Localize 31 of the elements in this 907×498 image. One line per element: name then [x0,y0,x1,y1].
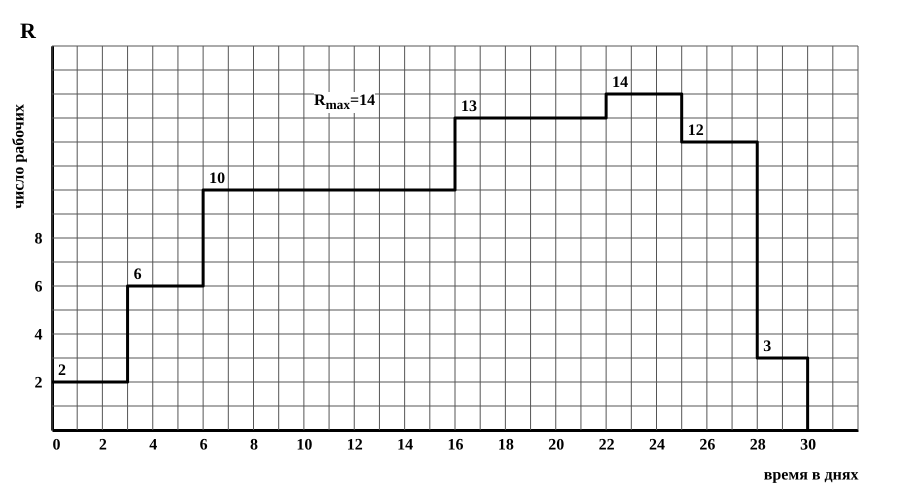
y-tick-label: 4 [34,326,42,344]
x-tick-label: 8 [250,436,258,454]
annotation: R$_{max}$=14 [314,92,376,114]
x-tick-label: 30 [800,436,816,454]
data-label: 13 [461,98,477,115]
y-tick-label: 8 [34,230,42,248]
y-tick-label: 6 [34,278,42,296]
data-label: 3 [763,338,772,355]
x-tick-label: 22 [598,436,615,454]
text: R [20,18,36,44]
data-label: 12 [688,122,704,139]
y-axis-title: число рабочих [10,104,28,209]
x-tick-label: 26 [699,436,716,454]
x-tick-label: 4 [149,436,158,454]
x-tick-label: 0 [52,436,60,454]
x-tick-label: 24 [649,436,665,454]
x-tick-label: 14 [397,436,414,454]
x-tick-label: 12 [346,436,363,454]
data-label: 10 [209,170,226,187]
x-tick-label: 10 [296,436,312,454]
x-tick-label: 18 [498,436,514,454]
x-tick-label: 16 [448,436,464,454]
data-label: 2 [58,362,66,379]
data-label: 14 [612,74,628,91]
data-label: 6 [134,266,142,283]
x-tick-label: 2 [98,436,107,454]
x-tick-label: 28 [750,436,766,454]
x-tick-label: 6 [200,436,208,454]
x-axis-title: время в днях [764,466,858,484]
x-tick-label: 20 [548,436,564,454]
y-tick-label: 2 [34,374,42,392]
